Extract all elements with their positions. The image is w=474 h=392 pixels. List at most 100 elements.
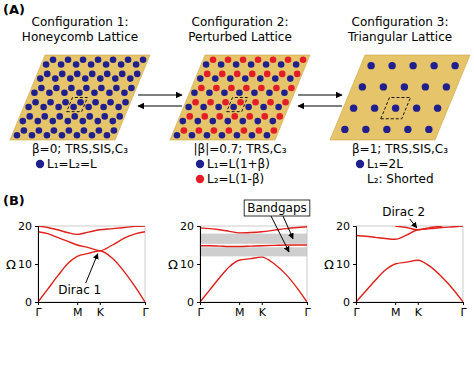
axis-title: Ω — [324, 257, 334, 272]
lattice-site — [94, 118, 101, 125]
lattice-site — [222, 99, 229, 106]
lattice-site — [272, 75, 279, 82]
lattice-site — [38, 85, 45, 92]
lattice-site — [227, 75, 234, 82]
lattice-site — [89, 71, 96, 78]
lattice-site — [451, 62, 458, 69]
lattice-site — [216, 113, 223, 120]
configuration: Configuration 2:Perturbed Lattice|β|=0.7… — [170, 15, 342, 186]
y-axis: 01020 — [180, 220, 201, 309]
lattice-site — [14, 132, 21, 139]
tick-label: 10 — [180, 258, 194, 271]
tick: M — [73, 302, 83, 319]
tick: Γ — [304, 302, 311, 319]
lattice-site — [97, 75, 104, 82]
lattice-site — [85, 104, 92, 111]
lattice-site — [181, 127, 188, 134]
tick-mark — [38, 302, 39, 305]
lattice-site — [413, 104, 420, 111]
plot-area — [356, 226, 463, 302]
tick-label: K — [415, 306, 423, 319]
legend-dot — [356, 160, 364, 168]
lattice-panel — [170, 55, 310, 140]
lattice-site — [196, 127, 203, 134]
lattice-site — [103, 61, 110, 68]
lattice-site — [430, 62, 437, 69]
tick-mark — [353, 302, 356, 303]
tick-label: Γ — [353, 306, 360, 319]
lattice-site — [98, 85, 105, 92]
tick-label: 20 — [336, 220, 350, 233]
lattice-site — [74, 71, 81, 78]
band-line — [356, 260, 463, 302]
lattice-site — [201, 113, 208, 120]
tick: Γ — [353, 302, 360, 319]
lattice-site — [294, 71, 301, 78]
lattice-site — [264, 132, 271, 139]
lattice-site — [95, 56, 102, 63]
lattice-site — [46, 89, 53, 96]
tick: M — [391, 302, 401, 319]
tick-mark — [145, 302, 146, 305]
lattice-site — [49, 118, 56, 125]
lattice-site — [300, 56, 307, 63]
plot-area — [38, 226, 145, 302]
lattice-sites — [174, 56, 307, 138]
transition-arrow — [298, 94, 342, 95]
lattice-site — [109, 118, 116, 125]
tick-label: Γ — [197, 306, 204, 319]
lattice-site — [40, 104, 47, 111]
band-line — [38, 251, 145, 302]
lattice-site — [270, 56, 277, 63]
lattice-site — [221, 89, 228, 96]
lattice-site — [37, 75, 44, 82]
lattice-site — [82, 75, 89, 82]
band-line — [356, 226, 463, 239]
lattice-site — [279, 71, 286, 78]
lattice-site — [198, 85, 205, 92]
lattice-site — [404, 126, 411, 133]
legend-text: L₂=L(1-β) — [207, 172, 264, 186]
tick-mark — [356, 302, 357, 305]
lattice-site — [73, 61, 80, 68]
plot-frame — [200, 226, 307, 302]
lattice-panel — [10, 55, 150, 140]
lattice-site — [19, 118, 26, 125]
plot-frame — [38, 226, 145, 302]
lattice-site — [58, 61, 65, 68]
lattice-site — [273, 85, 280, 92]
tick: Γ — [460, 302, 467, 319]
axis-line — [35, 227, 39, 303]
unit-cell — [381, 98, 411, 119]
tick: 10 — [336, 258, 356, 271]
tick-mark — [353, 226, 356, 227]
lattice-site — [81, 127, 88, 134]
lattice-site — [239, 118, 246, 125]
annotation: Bandgaps — [247, 201, 307, 215]
lattice-site — [233, 61, 240, 68]
lattice-site — [111, 127, 118, 134]
lattice-site — [80, 56, 87, 63]
configuration-title: Configuration 3: — [352, 15, 449, 29]
configuration-title: Configuration 1: — [32, 15, 129, 29]
lattice-site — [264, 71, 271, 78]
lattice-site — [185, 104, 192, 111]
axis-title: Ω — [168, 257, 178, 272]
lattice-site — [226, 127, 233, 134]
lattice-site — [260, 104, 267, 111]
tick: 20 — [336, 220, 356, 233]
lattice-site — [53, 85, 60, 92]
lattice-site — [55, 104, 62, 111]
lattice-site — [209, 118, 216, 125]
tick: 20 — [180, 220, 200, 233]
lattice-site — [21, 127, 28, 134]
lattice-site — [278, 61, 285, 68]
lattice-site — [43, 61, 50, 68]
tick-mark — [307, 302, 308, 305]
tick-mark — [100, 302, 101, 305]
lattice-site — [197, 75, 204, 82]
lattice-site — [258, 85, 265, 92]
lattice-site — [350, 104, 357, 111]
lattice-site — [47, 99, 54, 106]
lattice-site — [243, 85, 250, 92]
